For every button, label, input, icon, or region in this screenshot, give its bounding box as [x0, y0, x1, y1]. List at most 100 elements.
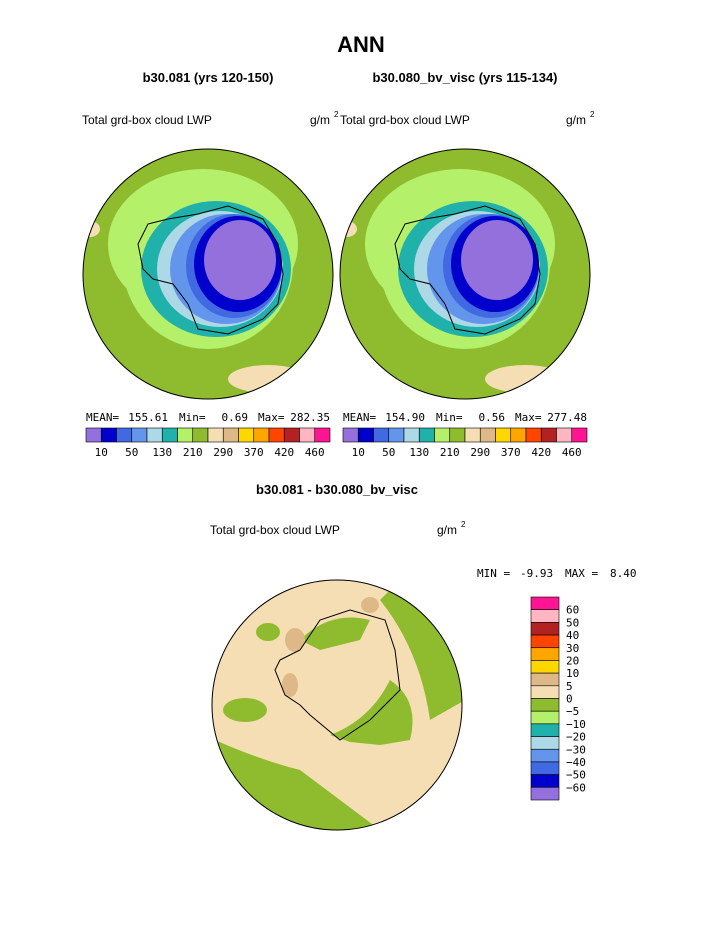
units: g/m [437, 523, 457, 537]
colorbar-swatch [530, 596, 560, 610]
max-label: MAX = [565, 567, 598, 580]
colorbar-swatch [530, 723, 560, 737]
colorbar-label: −5 [566, 705, 579, 718]
colorbar-label: 50 [125, 446, 138, 459]
colorbar-swatch [540, 427, 557, 443]
colorbar-swatch [530, 647, 560, 661]
stat-label: Max= [515, 411, 542, 424]
colorbar-swatch [177, 427, 194, 443]
colorbar-label: 30 [566, 642, 579, 655]
colorbar-label: 460 [562, 446, 582, 459]
colorbar-swatch [530, 774, 560, 788]
stat-value: 0.56 [479, 411, 506, 424]
min-value: -9.93 [520, 567, 553, 580]
stat-label: Max= [258, 411, 285, 424]
colorbar-label: 40 [566, 629, 579, 642]
colorbar-swatch [525, 427, 542, 443]
colorbar-label: −40 [566, 756, 586, 769]
colorbar-label: 130 [409, 446, 429, 459]
colorbar-label: 370 [244, 446, 264, 459]
map-border [339, 148, 591, 400]
stat-label: Min= [436, 411, 463, 424]
colorbar-swatch [530, 685, 560, 699]
colorbar-label: 130 [152, 446, 172, 459]
colorbar-swatch [357, 427, 374, 443]
map [83, 149, 333, 399]
colorbar-label: −50 [566, 769, 586, 782]
colorbar-label: 5 [566, 680, 573, 693]
colorbar-swatch [530, 622, 560, 636]
diff-panel: b30.081 - b30.080_bv_visc Total grd-box … [210, 482, 637, 831]
stat-value: 155.61 [128, 411, 168, 424]
colorbar-swatch [530, 672, 560, 687]
colorbar-label: 210 [183, 446, 203, 459]
colorbar-swatch [373, 427, 390, 443]
colorbar-label: 290 [470, 446, 490, 459]
colorbar-swatch [530, 710, 560, 725]
colorbar-swatch [449, 427, 466, 443]
stat-label: MEAN= [86, 411, 119, 424]
panel-label: Total grd-box cloud LWP [82, 113, 212, 127]
colorbar-swatch [418, 427, 435, 443]
colorbar-label: 10 [95, 446, 108, 459]
colorbar-swatch [530, 609, 560, 623]
colorbar-swatch [253, 427, 270, 443]
colorbar-swatch [479, 427, 496, 443]
colorbar-swatch [571, 427, 588, 443]
colorbar-swatch [207, 427, 224, 443]
colorbar-swatch [556, 427, 573, 443]
panel-label: Total grd-box cloud LWP [210, 523, 340, 537]
map-border [211, 579, 463, 831]
colorbar-label: 10 [352, 446, 365, 459]
panel-subtitle: b30.081 - b30.080_bv_visc [256, 482, 418, 497]
colorbar-swatch [100, 427, 117, 443]
colorbar-label: 0 [566, 693, 573, 706]
panel: b30.080_bv_visc (yrs 115-134) Total grd-… [339, 70, 595, 400]
colorbar-swatch [530, 634, 560, 649]
colorbar-swatch [314, 427, 331, 443]
colorbar-label: 420 [531, 446, 551, 459]
units-exponent: 2 [590, 110, 595, 119]
colorbar-swatch [342, 427, 359, 443]
units: g/m [566, 113, 586, 127]
colorbar-label: 50 [566, 616, 579, 629]
colorbar-swatch [146, 427, 163, 443]
colorbar-swatch [434, 427, 451, 443]
colorbar-swatch [530, 761, 560, 775]
colorbar-swatch [192, 427, 209, 443]
colorbar-label: 460 [305, 446, 325, 459]
colorbar-swatch [530, 736, 560, 750]
colorbar-label: 210 [440, 446, 460, 459]
colorbar-swatch [222, 427, 239, 443]
colorbar-swatch [131, 427, 148, 443]
colorbar-swatch [268, 427, 285, 443]
panel-label: Total grd-box cloud LWP [340, 113, 470, 127]
colorbar-label: 20 [566, 654, 579, 667]
units: g/m [310, 113, 330, 127]
units-exponent: 2 [461, 520, 466, 529]
colorbar-swatch [116, 427, 133, 443]
colorbar-swatch [283, 427, 300, 443]
stat-value: 277.48 [547, 411, 587, 424]
colorbar-swatch [161, 427, 178, 443]
colorbar-swatch [530, 698, 560, 712]
colorbar-swatch [495, 427, 512, 443]
panel: b30.081 (yrs 120-150) Total grd-box clou… [82, 70, 339, 400]
colorbar-label: 370 [501, 446, 521, 459]
colorbar-label: −60 [566, 781, 586, 794]
colorbar-label: −20 [566, 731, 586, 744]
panel-subtitle: b30.080_bv_visc (yrs 115-134) [372, 70, 557, 85]
colorbar-swatch [530, 787, 560, 801]
stat-value: 154.90 [385, 411, 425, 424]
stat-label: Min= [179, 411, 206, 424]
colorbar-label: 50 [382, 446, 395, 459]
colorbar-label: 290 [213, 446, 233, 459]
colorbar-label: 10 [566, 667, 579, 680]
colorbar-label: 420 [274, 446, 294, 459]
colorbar-swatch [510, 427, 527, 443]
stat-label: MEAN= [343, 411, 376, 424]
map [212, 580, 462, 830]
colorbar-swatch [530, 660, 560, 674]
colorbar-swatch [85, 427, 102, 443]
units-exponent: 2 [334, 110, 339, 119]
